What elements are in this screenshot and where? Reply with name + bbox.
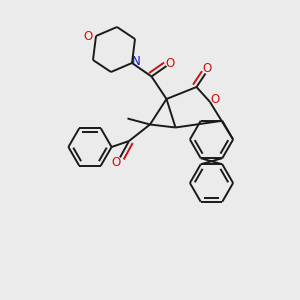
Text: O: O <box>211 93 220 106</box>
Text: O: O <box>84 29 93 43</box>
Text: O: O <box>111 155 120 169</box>
Text: O: O <box>166 56 175 70</box>
Text: O: O <box>202 62 211 76</box>
Text: N: N <box>132 55 141 68</box>
